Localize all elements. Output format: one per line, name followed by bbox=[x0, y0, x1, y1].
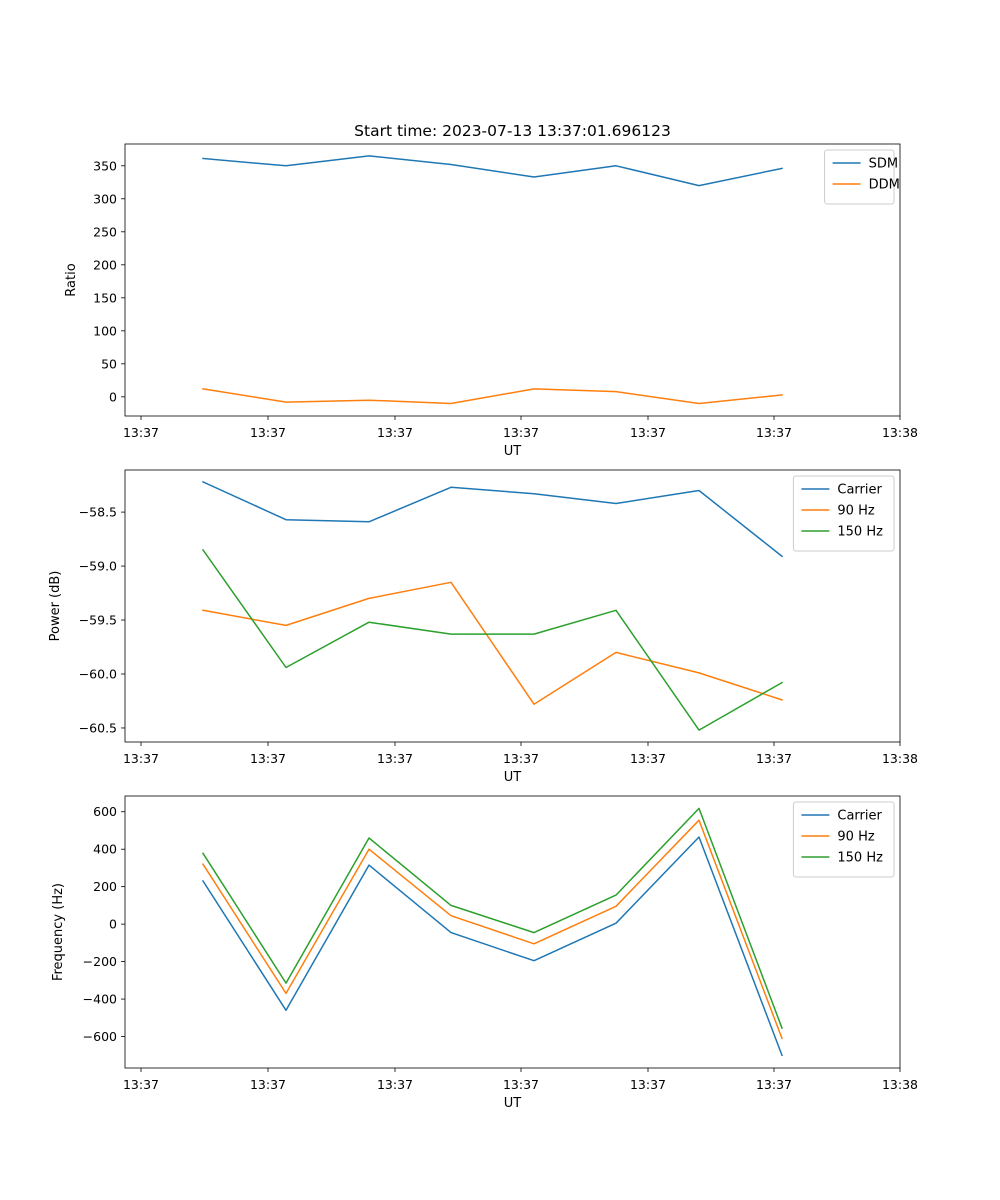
series-line-carrier bbox=[201, 836, 783, 1057]
x-tick-label: 13:37 bbox=[377, 425, 413, 440]
x-tick-label: 13:37 bbox=[503, 1077, 539, 1092]
x-tick-label: 13:37 bbox=[250, 1077, 286, 1092]
y-tick-label: 0 bbox=[109, 917, 117, 932]
y-tick-label: 600 bbox=[93, 804, 117, 819]
x-tick-label: 13:37 bbox=[250, 425, 286, 440]
x-tick-label: 13:37 bbox=[756, 751, 792, 766]
series-line-90-hz bbox=[202, 581, 783, 705]
y-tick-label: 350 bbox=[93, 158, 117, 173]
x-tick-label: 13:37 bbox=[503, 751, 539, 766]
legend-label: 90 Hz bbox=[837, 830, 874, 845]
x-tick-label: 13:37 bbox=[250, 751, 286, 766]
y-tick-label: 0 bbox=[109, 389, 117, 404]
chart-panel-3: 13:37 13:37 13:37 13:37 13:37 13:37 13:38 600 40… bbox=[51, 795, 918, 1111]
legend-label: 90 Hz bbox=[837, 504, 874, 519]
chart-panel-1: 13:37 13:37 13:37 13:37 13:37 13:37 13:38 0 50 10… bbox=[64, 143, 918, 459]
series-line-ddm bbox=[202, 388, 783, 405]
y-tick-label: 300 bbox=[93, 191, 117, 206]
legend-box bbox=[792, 475, 895, 552]
y-tick-label: −58.5 bbox=[79, 505, 117, 520]
legend: SDM DDM bbox=[824, 149, 900, 205]
y-tick-label: 50 bbox=[101, 356, 117, 371]
series-line-sdm bbox=[202, 155, 783, 187]
x-tick-label: 13:37 bbox=[123, 1077, 159, 1092]
legend: Carrier 90 Hz 150 Hz bbox=[792, 801, 895, 878]
x-tick-label: 13:37 bbox=[377, 1077, 413, 1092]
y-axis-label: Ratio bbox=[64, 263, 79, 296]
y-tick-label: −400 bbox=[83, 992, 117, 1007]
y-tick-label: −60.0 bbox=[79, 667, 117, 682]
y-tick-label: 200 bbox=[93, 257, 117, 272]
y-tick-label: 200 bbox=[93, 879, 117, 894]
y-tick-label: −200 bbox=[83, 954, 117, 969]
x-tick-label: 13:38 bbox=[882, 751, 918, 766]
x-axis-label: UT bbox=[504, 770, 522, 785]
x-tick-label: 13:37 bbox=[756, 425, 792, 440]
y-axis-label: Power (dB) bbox=[48, 571, 63, 642]
legend: Carrier 90 Hz 150 Hz bbox=[792, 475, 895, 552]
y-tick-label: 100 bbox=[93, 323, 117, 338]
legend-box bbox=[792, 801, 895, 878]
x-tick-label: 13:38 bbox=[882, 1077, 918, 1092]
x-tick-label: 13:37 bbox=[630, 751, 666, 766]
x-tick-label: 13:37 bbox=[630, 1077, 666, 1092]
axes-frame bbox=[124, 795, 901, 1069]
y-tick-label: −59.5 bbox=[79, 613, 117, 628]
chart-panel-2: 13:37 13:37 13:37 13:37 13:37 13:37 13:38 −58.5… bbox=[48, 469, 918, 785]
legend-label: Carrier bbox=[837, 809, 882, 824]
legend-label: DDM bbox=[869, 178, 900, 193]
x-tick-label: 13:37 bbox=[756, 1077, 792, 1092]
x-tick-label: 13:38 bbox=[882, 425, 918, 440]
x-tick-label: 13:37 bbox=[377, 751, 413, 766]
y-tick-label: −60.5 bbox=[79, 720, 117, 735]
y-axis-label: Frequency (Hz) bbox=[51, 883, 66, 981]
axes-frame bbox=[124, 143, 901, 417]
legend-label: SDM bbox=[869, 157, 898, 172]
y-tick-label: 400 bbox=[93, 842, 117, 857]
x-axis-label: UT bbox=[504, 444, 522, 459]
x-tick-label: 13:37 bbox=[123, 425, 159, 440]
x-axis-label: UT bbox=[504, 1096, 522, 1111]
series-line-150-hz bbox=[201, 807, 783, 1030]
x-tick-label: 13:37 bbox=[630, 425, 666, 440]
y-tick-label: 150 bbox=[93, 290, 117, 305]
legend-label: 150 Hz bbox=[837, 851, 883, 866]
x-tick-label: 13:37 bbox=[503, 425, 539, 440]
legend-label: Carrier bbox=[837, 483, 882, 498]
series-line-carrier bbox=[202, 480, 784, 558]
series-line-150-hz bbox=[201, 548, 784, 731]
x-tick-label: 13:37 bbox=[123, 751, 159, 766]
y-tick-label: −59.0 bbox=[79, 559, 117, 574]
axes-frame bbox=[124, 469, 901, 743]
series-line-90-hz bbox=[201, 819, 783, 1040]
y-tick-label: 250 bbox=[93, 224, 117, 239]
legend-label: 150 Hz bbox=[837, 525, 883, 540]
figure-title: Start time: 2023-07-13 13:37:01.696123 bbox=[354, 122, 671, 140]
y-tick-label: −600 bbox=[83, 1029, 117, 1044]
